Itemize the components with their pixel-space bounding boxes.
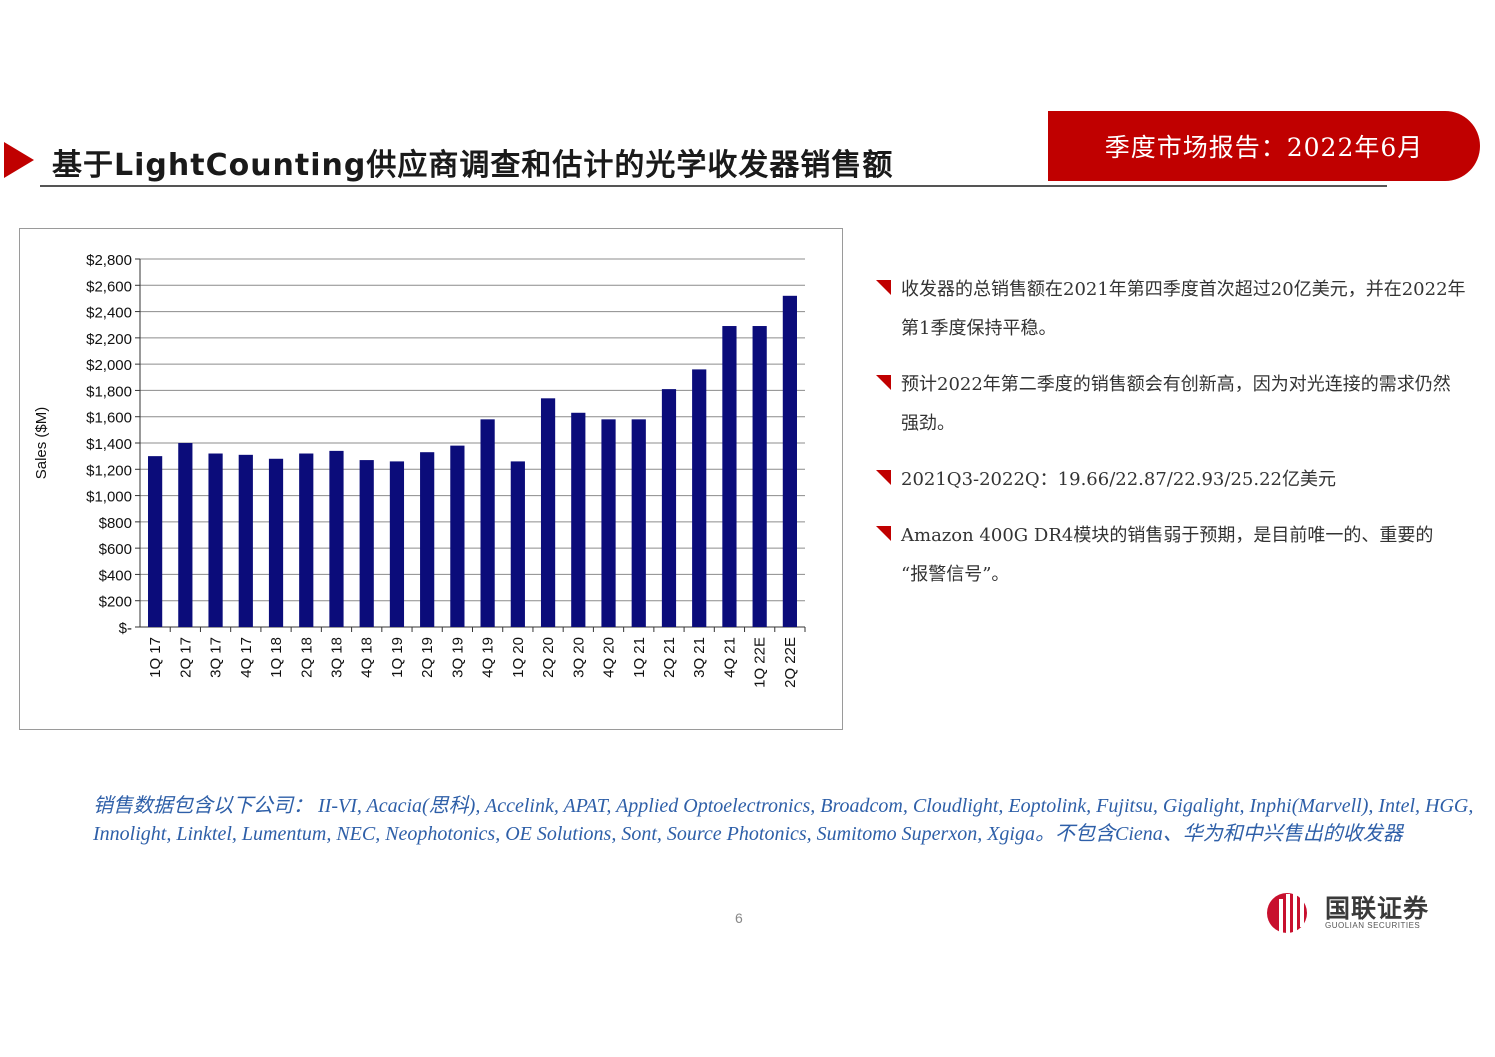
bullet-item: 收发器的总销售额在2021年第四季度首次超过20亿美元，并在2022年第1季度保… [876, 270, 1466, 348]
bullet-item: 预计2022年第二季度的销售额会有创新高，因为对光连接的需求仍然强劲。 [876, 365, 1466, 443]
y-tick-label: $1,400 [86, 436, 132, 453]
page-title: 基于LightCounting供应商调查和估计的光学收发器销售额 [52, 148, 894, 183]
bar [631, 419, 646, 627]
x-tick-label: 2Q 22E [782, 637, 799, 688]
x-tick-label: 3Q 21 [691, 637, 708, 678]
x-tick-label: 3Q 20 [570, 637, 587, 678]
bullet-text: 预计2022年第二季度的销售额会有创新高，因为对光连接的需求仍然强劲。 [901, 374, 1451, 434]
bullet-text: Amazon 400G DR4模块的销售弱于预期，是目前唯一的、重要的 “报警信… [901, 525, 1434, 585]
bar [148, 456, 163, 627]
x-tick-label: 4Q 18 [359, 637, 376, 678]
bullet-item: Amazon 400G DR4模块的销售弱于预期，是目前唯一的、重要的 “报警信… [876, 516, 1466, 594]
logo-subtitle: GUOLIAN SECURITIES [1325, 921, 1421, 930]
y-tick-label: $- [119, 620, 132, 637]
x-tick-label: 4Q 17 [238, 637, 255, 678]
bar [389, 461, 405, 627]
y-tick-label: $800 [99, 515, 132, 532]
x-tick-label: 4Q 20 [601, 637, 618, 678]
bar [268, 458, 284, 627]
y-tick-label: $2,800 [86, 252, 132, 269]
bar [480, 419, 495, 627]
x-tick-label: 3Q 18 [328, 637, 345, 678]
bullet-marker-icon [876, 375, 891, 390]
bar [540, 398, 556, 627]
x-tick-label: 1Q 22E [752, 637, 769, 688]
bar [571, 412, 586, 627]
bar [208, 453, 223, 627]
x-tick-label: 1Q 19 [389, 637, 406, 678]
x-tick-label: 2Q 17 [177, 637, 194, 678]
bar [359, 460, 374, 627]
x-tick-label: 2Q 20 [540, 637, 557, 678]
bullet-text: 收发器的总销售额在2021年第四季度首次超过20亿美元，并在2022年第1季度保… [901, 279, 1466, 339]
y-tick-label: $1,600 [86, 410, 132, 427]
x-tick-label: 1Q 20 [510, 637, 527, 678]
y-tick-label: $1,800 [86, 383, 132, 400]
bar [692, 369, 707, 627]
y-tick-label: $2,200 [86, 331, 132, 348]
x-tick-label: 3Q 17 [208, 637, 225, 678]
bar [178, 443, 193, 627]
bar [722, 326, 737, 627]
y-tick-label: $2,600 [86, 278, 132, 295]
sales-bar-chart: $- $200 $400 $600 $800 $1,000 $1,200 $1,400 $1,6… [33, 252, 806, 688]
bar [661, 389, 677, 627]
y-tick-label: $1,200 [86, 462, 132, 479]
source-footnote: 销售数据包含以下公司： II-VI, Acacia(思科), Accelink,… [93, 795, 1474, 845]
x-tick-label: 2Q 21 [661, 637, 678, 678]
page-number: 6 [735, 910, 743, 926]
x-tick-label: 3Q 19 [449, 637, 466, 678]
logo-name: 国联证券 [1325, 894, 1430, 923]
bar [601, 419, 616, 627]
bar [510, 461, 525, 627]
bar [299, 453, 314, 627]
bullet-marker-icon [876, 470, 891, 485]
y-tick-label: $600 [99, 541, 132, 558]
guolian-logo-icon [1267, 889, 1307, 933]
bar [752, 326, 767, 627]
x-tick-label: 2Q 19 [419, 637, 436, 678]
title-arrow-icon [4, 142, 34, 178]
bar [782, 295, 797, 627]
company-logo: 国联证券 GUOLIAN SECURITIES [1265, 885, 1455, 935]
chart-container: $- $200 $400 $600 $800 $1,000 $1,200 $1,400 $1,6… [19, 228, 843, 730]
bullet-text: 2021Q3-2022Q：19.66/22.87/22.93/25.22亿美元 [901, 469, 1336, 490]
bullet-item: 2021Q3-2022Q：19.66/22.87/22.93/25.22亿美元 [876, 460, 1466, 499]
y-tick-label: $400 [99, 567, 132, 584]
bullet-marker-icon [876, 280, 891, 295]
bullet-marker-icon [876, 526, 891, 541]
bar [450, 445, 465, 627]
y-axis-title: Sales ($M) [33, 407, 50, 480]
bar [420, 452, 435, 627]
report-banner: 季度市场报告：2022年6月 [1048, 111, 1480, 181]
bullet-list: 收发器的总销售额在2021年第四季度首次超过20亿美元，并在2022年第1季度保… [876, 270, 1466, 611]
title-divider [40, 185, 1387, 187]
x-tick-label: 1Q 21 [631, 637, 648, 678]
y-tick-label: $1,000 [86, 489, 132, 506]
x-tick-label: 4Q 21 [721, 637, 738, 678]
y-tick-label: $2,000 [86, 357, 132, 374]
x-tick-label: 4Q 19 [480, 637, 497, 678]
x-tick-label: 2Q 18 [298, 637, 315, 678]
x-tick-label: 1Q 17 [147, 637, 164, 678]
bar [329, 450, 344, 627]
bar [238, 454, 253, 627]
y-tick-label: $2,400 [86, 305, 132, 322]
x-tick-label: 1Q 18 [268, 637, 285, 678]
y-tick-label: $200 [99, 594, 132, 611]
